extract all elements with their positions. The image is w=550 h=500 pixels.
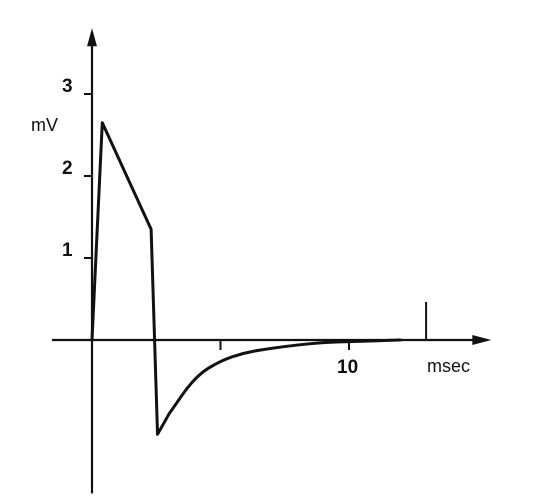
y-tick-label: 1 (62, 240, 73, 261)
y-axis-label: mV (31, 115, 58, 135)
axes-group (52, 28, 492, 494)
x-tick-label: 10 (337, 357, 358, 378)
x-axis-label: msec (427, 356, 470, 376)
y-tick-label: 3 (62, 76, 73, 97)
y-tick-label: 2 (62, 158, 73, 179)
y-axis-arrowhead (87, 28, 97, 47)
ticks-group: 1 2 3 10 (62, 76, 358, 378)
x-axis-arrowhead (472, 335, 492, 345)
series-line (90, 121, 402, 436)
